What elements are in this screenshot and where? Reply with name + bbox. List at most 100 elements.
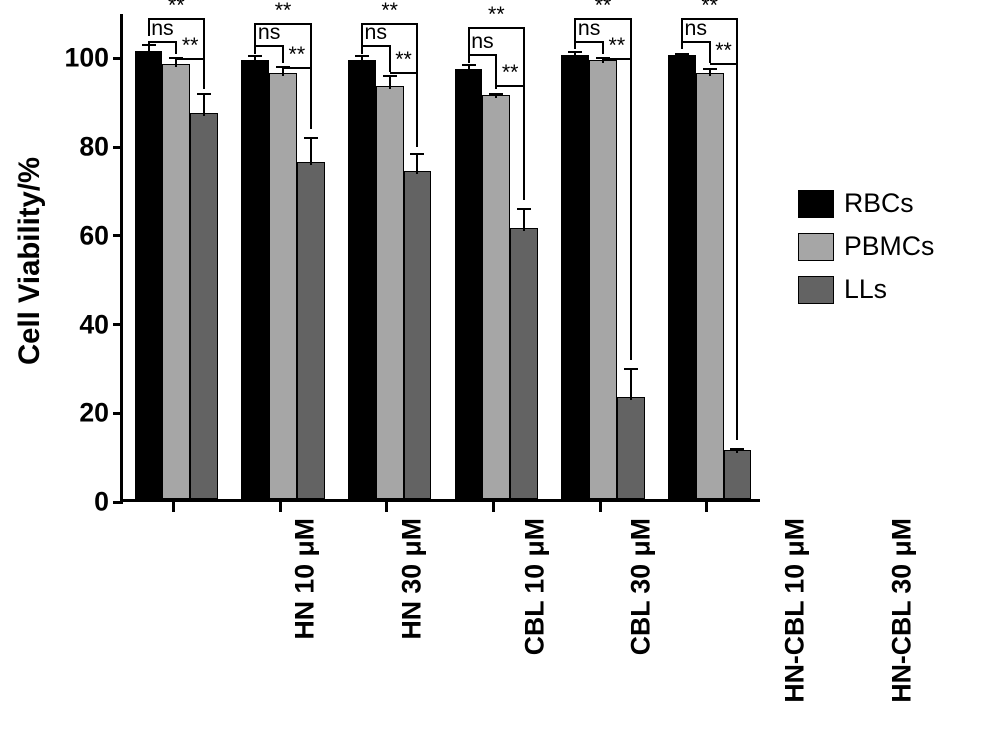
errorbar-cap (355, 55, 369, 57)
legend-label: RBCs (844, 188, 914, 219)
bar (269, 73, 297, 499)
x-tick-label: CBL 30 μM (626, 518, 657, 655)
errorbar-cap (248, 55, 262, 57)
significance-bracket (362, 23, 417, 25)
significance-drop (523, 27, 525, 196)
significance-label: ** (381, 0, 398, 23)
bar (482, 95, 510, 499)
errorbar-cap (462, 64, 476, 66)
viability-bar-chart: 020406080100ns****ns****ns****ns****ns**… (0, 0, 1000, 732)
x-tick (705, 502, 708, 512)
bar (617, 397, 645, 499)
plot-area: 020406080100ns****ns****ns****ns****ns**… (120, 14, 760, 502)
significance-bracket (255, 45, 283, 47)
y-tick-label: 60 (79, 220, 123, 251)
significance-drop (361, 23, 363, 45)
errorbar-cap (517, 208, 531, 210)
significance-label: ** (395, 47, 412, 72)
significance-bracket (710, 63, 738, 65)
legend-item: LLs (798, 274, 934, 305)
significance-drop (148, 18, 150, 36)
significance-bracket (469, 27, 524, 29)
significance-drop (203, 18, 205, 85)
legend-swatch (798, 190, 834, 218)
x-tick-label: HN-CBL 10 μM (780, 518, 811, 703)
errorbar (203, 94, 205, 116)
errorbar-cap (568, 51, 582, 53)
errorbar-cap (624, 368, 638, 370)
errorbar-cap (703, 68, 717, 70)
significance-label: ns (471, 29, 494, 54)
x-tick-label: CBL 10 μM (519, 518, 550, 655)
bar (561, 55, 589, 499)
significance-drop (630, 18, 632, 360)
significance-label: ** (182, 33, 199, 58)
bar (135, 51, 163, 499)
legend-swatch (798, 276, 834, 304)
y-tick-label: 0 (94, 487, 123, 518)
significance-drop (282, 45, 284, 63)
x-tick (599, 502, 602, 512)
errorbar (416, 154, 418, 174)
bar (348, 60, 376, 499)
significance-label: ** (168, 0, 185, 18)
significance-drop (602, 41, 604, 54)
bar (455, 69, 483, 499)
errorbar-cap (410, 153, 424, 155)
significance-label: ** (609, 33, 626, 58)
significance-bracket (149, 41, 177, 43)
significance-label: ** (595, 0, 612, 18)
errorbar-cap (304, 137, 318, 139)
bar (510, 228, 538, 499)
x-tick-label: HN-CBL 30 μM (886, 518, 917, 703)
errorbar-cap (383, 75, 397, 77)
legend-item: RBCs (798, 188, 934, 219)
y-tick-label: 40 (79, 309, 123, 340)
significance-bracket (362, 45, 390, 47)
errorbar (310, 138, 312, 165)
bar (404, 171, 432, 499)
x-tick (172, 502, 175, 512)
significance-bracket (496, 85, 524, 87)
bar (668, 55, 696, 499)
significance-bracket (575, 18, 630, 20)
significance-bracket (603, 58, 631, 60)
significance-drop (254, 45, 256, 54)
significance-drop (416, 23, 418, 143)
errorbar-cap (675, 53, 689, 55)
bar (190, 113, 218, 499)
significance-bracket (255, 23, 310, 25)
significance-drop (389, 45, 391, 72)
significance-bracket (149, 18, 204, 20)
x-tick (385, 502, 388, 512)
significance-drop (175, 41, 177, 54)
significance-label: ** (701, 0, 718, 18)
significance-drop (148, 41, 150, 50)
significance-drop (468, 54, 470, 63)
significance-label: ** (502, 60, 519, 85)
significance-drop (709, 41, 711, 63)
y-tick-label: 20 (79, 398, 123, 429)
significance-drop (310, 23, 312, 129)
x-tick (279, 502, 282, 512)
significance-label: ** (289, 42, 306, 67)
significance-drop (361, 45, 363, 54)
errorbar-cap (489, 93, 503, 95)
legend: RBCs PBMCs LLs (798, 188, 934, 305)
errorbar-cap (730, 448, 744, 450)
legend-swatch (798, 233, 834, 261)
significance-bracket (575, 41, 603, 43)
y-axis-label: Cell Viability/% (13, 151, 47, 371)
significance-bracket (682, 18, 737, 20)
significance-label: ** (275, 0, 292, 23)
significance-drop (574, 18, 576, 40)
legend-label: LLs (844, 274, 887, 305)
significance-drop (681, 18, 683, 40)
significance-bracket (176, 58, 204, 60)
errorbar (630, 369, 632, 400)
bar (696, 73, 724, 499)
legend-label: PBMCs (844, 231, 934, 262)
errorbar (389, 76, 391, 89)
errorbar-cap (197, 93, 211, 95)
y-tick-label: 100 (65, 43, 123, 74)
